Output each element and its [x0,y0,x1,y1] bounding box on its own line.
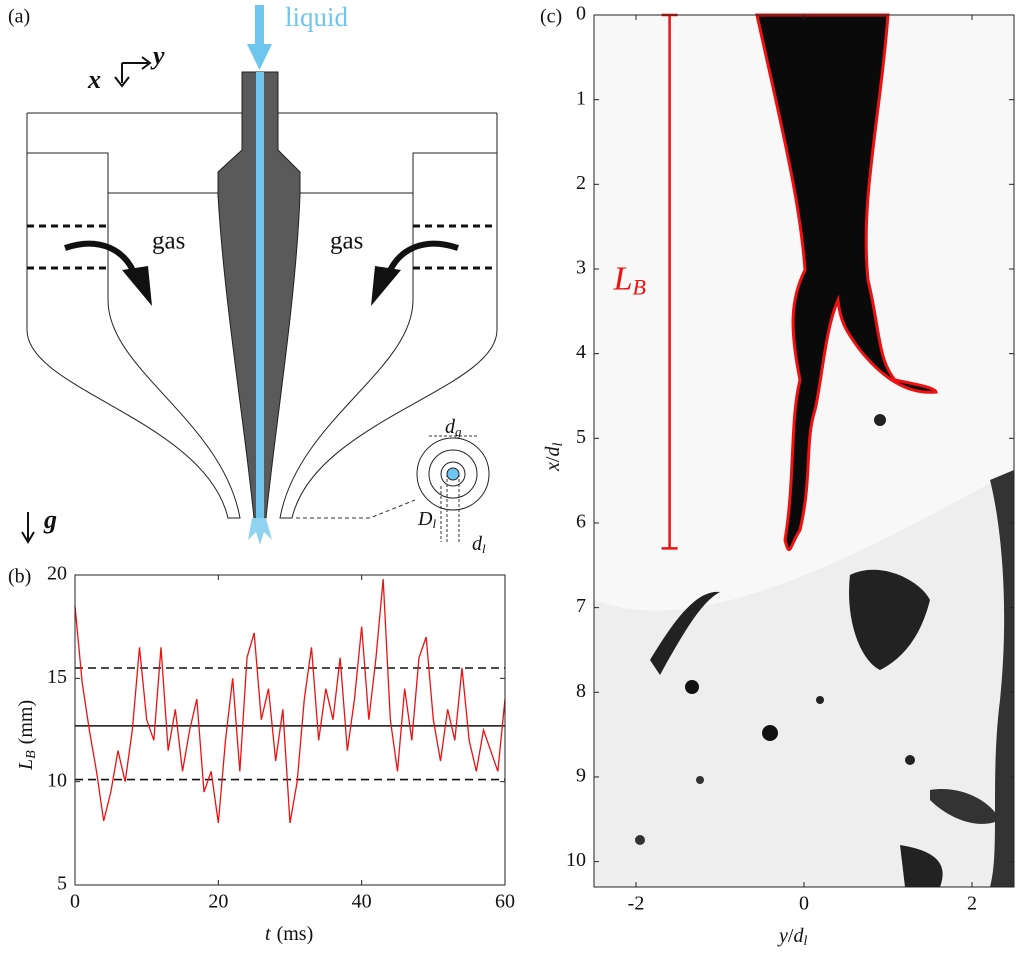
y-tick-label: 7 [576,595,586,617]
axes-box [593,14,1015,888]
y-tick-label: 10 [47,769,67,791]
label-main: x [542,462,564,472]
x-tick-label: 40 [352,891,372,913]
label-d: d [793,925,804,947]
inset-inner [440,461,466,487]
y-tick-label: 3 [576,257,586,279]
label-sub: B [24,750,39,759]
y-tick-label: 20 [47,563,67,585]
gas-arrow [64,240,138,277]
gas-arrowhead [371,266,401,306]
ligament [650,591,720,675]
axis-y: y [150,41,165,70]
gravity-label: g [43,505,57,534]
y-tick-label: 0 [576,3,586,25]
label-main: y [777,925,788,947]
mesh [27,224,497,270]
Dl-label: Dl [417,508,436,531]
x-tick-label: 0 [70,891,80,913]
label-main: L [15,759,37,771]
ligament [930,789,1000,824]
y-tick-label: 2 [576,172,586,194]
gravity-arrow [21,512,35,544]
x-tick-label: 0 [799,893,809,915]
y-tick-label: 9 [576,765,586,787]
jet-core [755,13,938,552]
axes-box [74,574,506,886]
spray [248,518,272,545]
y-tick-label: 6 [576,511,586,533]
droplet [696,776,704,784]
label-slash: / [542,456,564,462]
x-tick-label: 20 [208,891,228,913]
liquid-arrow [255,5,264,47]
axis-label: t (ms) [265,923,313,945]
panel-label: (c) [540,6,562,28]
x-tick-label: 2 [967,893,977,915]
label-slash: / [788,925,794,947]
nozzle-diagram [21,5,498,545]
label-sub: l [551,443,566,447]
dg-label: dg [445,416,462,439]
y-tick-label: 5 [576,426,586,448]
axis-label: x/dl [542,443,567,472]
y-tick-label: 5 [57,873,67,895]
droplet [905,755,915,765]
length-label: LB [613,260,646,299]
label-main: L [613,260,633,297]
body-right [279,113,498,519]
panel-label: (b) [8,566,31,588]
y-tick-label: 10 [566,849,586,871]
liquid-label: liquid [285,2,349,32]
gas-arrow [385,240,459,277]
label-sub: l [803,934,807,949]
axis-x: x [87,65,101,94]
inset-pointer [296,499,416,519]
ligament [900,845,943,887]
droplet [816,696,824,704]
axis-label: y/dl [777,925,807,950]
gas-label: gas [152,228,185,255]
inset-dims [429,435,477,542]
ligament [849,569,930,670]
liquid-channel [256,72,264,518]
jet-image [594,13,1014,887]
liquid-arrowhead [247,44,272,70]
dl-label: dl [472,533,486,556]
y-tick-label: 8 [576,680,586,702]
label-unit: (mm) [15,700,37,744]
inset-mid [428,449,478,499]
droplet [635,835,645,845]
label-unit: (ms) [277,923,314,945]
inset-outer [416,437,490,511]
label-main: t [265,923,271,945]
panel-label: (a) [8,6,30,28]
droplet [874,414,886,426]
data-line [74,579,506,824]
droplet [762,725,778,741]
x-tick-label: 60 [495,891,515,913]
label-d: d [542,446,564,457]
axis-label: LB (mm) [15,700,40,771]
label-sub: B [633,275,646,300]
y-tick-label: 1 [576,87,586,109]
droplet [685,680,699,694]
ligament [990,470,1014,887]
y-tick-label: 15 [47,666,67,688]
gas-arrowhead [122,266,152,306]
y-tick-label: 4 [576,341,586,363]
gas-label: gas [330,228,363,255]
inset-liquid [446,467,460,481]
x-tick-label: -2 [628,893,645,915]
axes-arrows [114,56,152,88]
